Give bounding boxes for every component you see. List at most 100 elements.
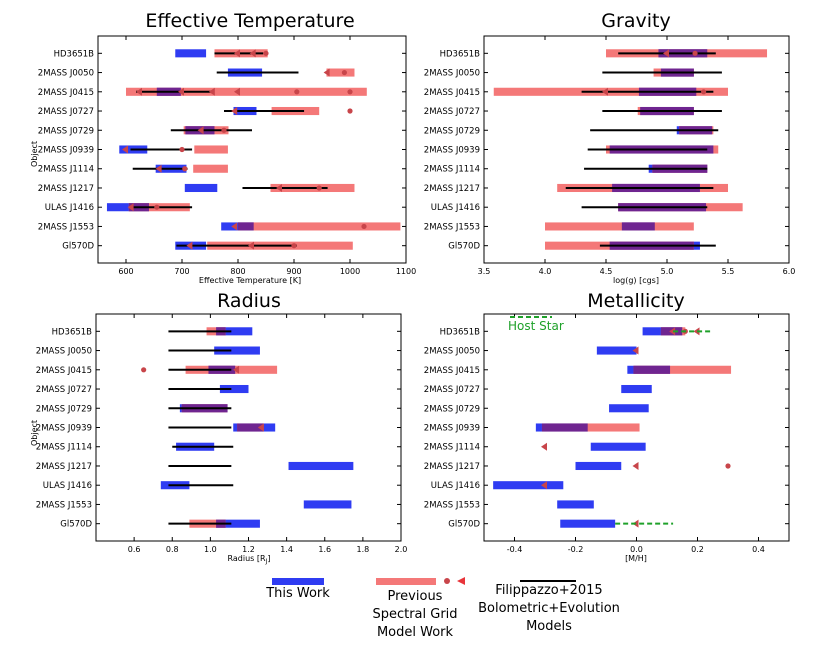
met-ytick-label: 2MASS J1553: [424, 500, 480, 510]
teff-marker-dot: [347, 108, 353, 114]
grav-ytick-label: 2MASS J1114: [424, 165, 480, 175]
teff-ytick-label: ULAS J1416: [45, 203, 94, 213]
teff-xtick-label: 600: [118, 267, 133, 276]
grav-ytick-label: 2MASS J0939: [424, 146, 480, 156]
rad-xlabel-sub: J: [265, 558, 268, 565]
grav-previous-bar: [545, 222, 694, 231]
rad-overlap-bar: [237, 423, 264, 432]
teff-ytick-label: 2MASS J1114: [38, 165, 94, 175]
met-xtick-label: 0.0: [630, 545, 643, 554]
teff-ytick-label: 2MASS J1217: [38, 184, 94, 194]
met-ytick-label: 2MASS J1217: [424, 462, 480, 472]
rad-xtick-label: 1.4: [280, 545, 293, 554]
legend-previous-line1: Previous: [388, 589, 443, 604]
grav-xtick-label: 6.0: [783, 267, 796, 276]
met-marker-triangle: [669, 327, 676, 336]
met-ytick-label: Gl570D: [448, 520, 480, 530]
teff-marker-triangle: [231, 107, 238, 116]
teff-marker-dot: [154, 204, 160, 210]
panel-met: Metallicity [M/H] Host Star: [508, 290, 685, 563]
met-this-work-bar: [590, 442, 646, 451]
panel-grav: Gravity log(g) [cgs]: [601, 10, 670, 285]
legend-filippazzo-line3: Models: [526, 619, 572, 634]
met-this-work-bar: [493, 481, 564, 490]
grav-ytick-label: 2MASS J1217: [424, 184, 480, 194]
teff-marker-triangle: [231, 222, 238, 231]
teff-xtick-label: 1100: [396, 267, 416, 276]
met-marker-triangle: [632, 346, 639, 355]
rad-xtick-label: 1.6: [318, 545, 331, 554]
met-xtick-label: 0.4: [752, 545, 765, 554]
rad-ylabel: Object: [30, 420, 39, 446]
met-ytick-label: 2MASS J0415: [424, 366, 480, 376]
met-previous-bar: [633, 365, 732, 374]
met-marker-triangle: [693, 327, 700, 336]
teff-marker-triangle: [136, 87, 142, 96]
rad-ytick-label: ULAS J1416: [43, 481, 92, 491]
teff-ytick-label: 2MASS J0727: [38, 107, 94, 117]
teff-ytick-label: Gl570D: [62, 242, 94, 252]
rad-ytick-label: 2MASS J0415: [36, 366, 92, 376]
met-marker-triangle: [541, 481, 547, 490]
rad-xtick-label: 1.2: [242, 545, 255, 554]
rad-ytick-label: 2MASS J0729: [36, 404, 92, 414]
teff-previous-bar: [326, 68, 355, 77]
teff-marker-dot: [347, 89, 353, 95]
teff-marker-triangle: [276, 183, 282, 192]
teff-marker-dot: [179, 146, 185, 153]
rad-marker-triangle: [233, 365, 240, 374]
rad-ytick-label: 2MASS J0939: [36, 424, 92, 434]
teff-marker-triangle: [323, 68, 330, 77]
teff-ytick-label: HD3651B: [54, 49, 95, 59]
met-this-work-bar: [575, 461, 622, 471]
rad-this-work-bar: [216, 327, 253, 336]
rad-ytick-label: 2MASS J0050: [36, 347, 92, 357]
host-star-label: Host Star: [508, 319, 564, 333]
teff-marker-triangle: [208, 87, 215, 96]
grav-ytick-label: 2MASS J1553: [424, 222, 480, 232]
teff-overlap-bar: [238, 222, 254, 231]
teff-marker-dot: [221, 127, 227, 133]
rad-marker-dot: [141, 367, 147, 373]
met-xlabel: [M/H]: [625, 554, 647, 563]
met-xtick-label: -0.2: [568, 545, 584, 554]
teff-xtick-label: 800: [230, 267, 245, 276]
rad-ytick-label: 2MASS J0727: [36, 385, 92, 395]
legend-filippazzo-line2: Bolometric+Evolution: [478, 601, 620, 616]
rad-title: Radius: [217, 290, 281, 312]
rad-xtick-label: 1.0: [204, 545, 217, 554]
teff-marker-triangle: [249, 49, 256, 58]
rad-xtick-label: 0.6: [128, 545, 141, 554]
met-this-work-bar: [560, 519, 616, 528]
grav-ytick-label: Gl570D: [448, 242, 480, 252]
grav-xtick-label: 5.0: [661, 267, 674, 276]
grav-ytick-label: 2MASS J0727: [424, 107, 480, 117]
grav-ytick-label: HD3651B: [440, 49, 481, 59]
grav-marker-dot: [692, 50, 698, 56]
teff-previous-bar: [126, 87, 367, 96]
teff-ytick-label: 2MASS J0050: [38, 69, 94, 79]
legend-previous-triangle: [457, 577, 465, 585]
teff-marker-triangle: [234, 49, 240, 58]
legend-previous-dot: [444, 578, 450, 584]
legend-this-work-label: This Work: [265, 586, 330, 601]
met-ytick-label: HD3651B: [440, 327, 481, 337]
rad-xtick-label: 2.0: [395, 545, 408, 554]
teff-previous-bar: [194, 145, 228, 154]
teff-title: Effective Temperature: [145, 10, 354, 32]
teff-marker-dot: [182, 166, 188, 172]
teff-marker-dot: [341, 69, 347, 76]
rad-xtick-label: 1.8: [357, 545, 370, 554]
teff-marker-triangle: [127, 203, 134, 212]
grav-ytick-label: 2MASS J0050: [424, 69, 480, 79]
grav-xtick-label: 3.5: [478, 267, 491, 276]
teff-marker-dot: [263, 50, 269, 56]
rad-this-work-bar: [219, 384, 249, 394]
legend-previous-swatch: [376, 578, 436, 585]
teff-marker-dot: [291, 243, 297, 249]
grav-ytick-label: ULAS J1416: [431, 203, 480, 213]
grav-xtick-label: 4.5: [600, 267, 613, 276]
grav-xtick-label: 5.5: [722, 267, 735, 276]
teff-ytick-label: 2MASS J0939: [38, 146, 94, 156]
grav-marker-triangle: [663, 49, 669, 58]
